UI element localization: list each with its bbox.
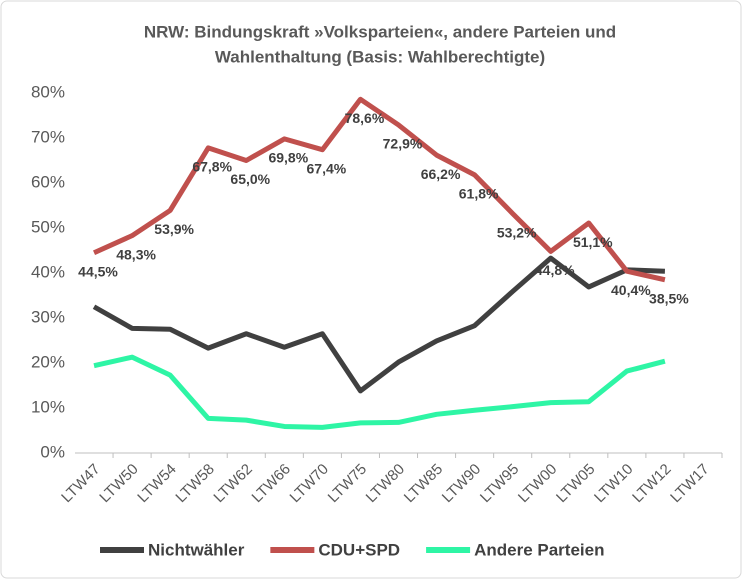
series-line [93,96,666,283]
data-label: 69,8% [268,150,308,166]
data-label: 78,6% [345,110,385,126]
y-tick-label: 0% [40,442,65,461]
data-label: 67,4% [307,160,347,176]
y-tick-label: 10% [31,397,65,416]
y-tick-label: 60% [31,172,65,191]
y-tick-label: 20% [31,352,65,371]
data-label: 44,8% [535,262,575,278]
data-label: 67,8% [192,159,232,175]
data-label: 53,2% [497,224,537,240]
legend-label: CDU+SPD [318,540,400,559]
y-tick-label: 30% [31,307,65,326]
legend-label: Nichtwähler [148,540,245,559]
data-label: 51,1% [573,234,613,250]
data-label: 44,5% [78,263,118,279]
y-tick-label: 50% [31,217,65,236]
data-label: 40,4% [611,282,651,298]
chart-title: Wahlenthaltung (Basis: Wahlberechtigte) [215,47,545,66]
data-label: 72,9% [383,136,423,152]
y-tick-label: 40% [31,262,65,281]
legend-label: Andere Parteien [474,540,604,559]
data-label: 61,8% [459,186,499,202]
chart-title: NRW: Bindungskraft »Volksparteien«, ande… [144,22,616,41]
data-label: 48,3% [116,246,156,262]
data-label: 53,9% [154,221,194,237]
y-tick-label: 70% [31,127,65,146]
data-label: 66,2% [421,166,461,182]
series-line [93,354,666,430]
series-line [92,255,666,394]
data-label: 65,0% [230,171,270,187]
data-label: 38,5% [649,290,689,306]
y-tick-label: 80% [31,82,65,101]
